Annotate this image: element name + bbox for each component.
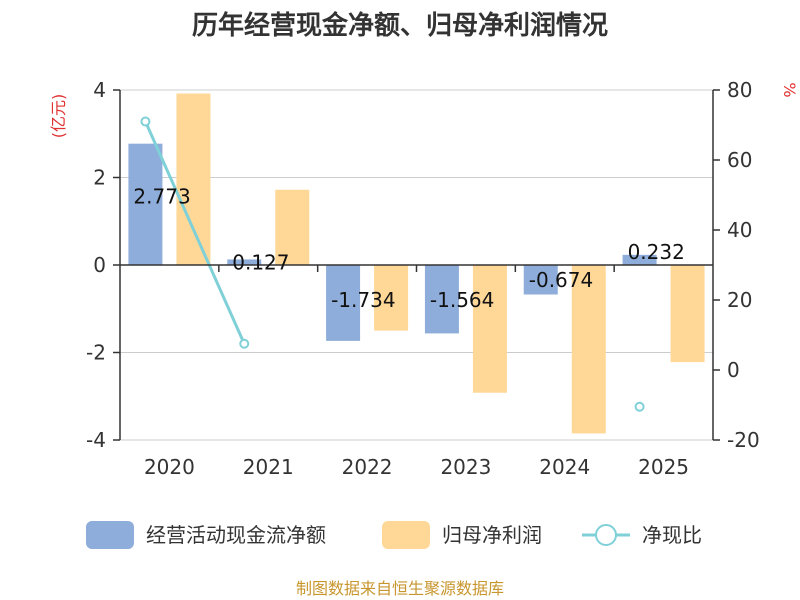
legend-label-ratio: 净现比 [642, 523, 702, 547]
cashflow-data-label: -1.734 [331, 288, 395, 312]
x-tick-label: 2023 [440, 455, 491, 479]
x-tick-label: 2022 [342, 455, 393, 479]
legend-label-cashflow: 经营活动现金流净额 [146, 523, 326, 547]
cashflow-bar [523, 265, 558, 295]
cashflow-bar [227, 259, 262, 265]
right-tick-label: -20 [727, 428, 760, 452]
net-profit-bar [275, 189, 310, 265]
right-tick-label: 20 [727, 288, 752, 312]
gridlines [120, 89, 713, 441]
ratio-point [239, 338, 250, 349]
right-tick-label: 60 [727, 148, 752, 172]
cashflow-data-label: 0.232 [628, 240, 685, 264]
legend-marker-ratio [595, 524, 617, 546]
ratio-line-segment [144, 120, 246, 345]
cashflow-bar [326, 265, 361, 341]
right-axis-unit: % [780, 82, 799, 97]
ratio-point [140, 116, 151, 127]
cashflow-bar [128, 143, 163, 265]
net-profit-bar [670, 265, 705, 363]
left-tick-label: 0 [93, 253, 106, 277]
right-tick-label: 40 [727, 218, 752, 242]
source-note: 制图数据来自恒生聚源数据库 [296, 579, 504, 598]
legend-swatch-net-profit [382, 521, 430, 549]
bars [128, 93, 705, 434]
data-labels: 2.773 0.127 -1.734 -1.564 -0.674 0.232 [133, 185, 684, 312]
cashflow-bar [424, 265, 459, 334]
x-tick-label: 2020 [144, 455, 195, 479]
legend: 经营活动现金流净额 归母净利润 净现比 [86, 521, 702, 549]
x-tick-label: 2025 [638, 455, 689, 479]
net-profit-bar [374, 265, 409, 331]
ratio-line [140, 116, 645, 412]
right-tick-label: 0 [727, 358, 740, 382]
cashflow-data-label: 2.773 [133, 185, 190, 209]
net-profit-bar [571, 265, 606, 434]
chart-title: 历年经营现金净额、归母净利润情况 [192, 10, 608, 41]
cashflow-bar [622, 254, 657, 265]
ratio-point [634, 401, 645, 412]
right-tick-label: 80 [727, 78, 752, 102]
left-tick-label: -4 [86, 428, 106, 452]
cashflow-data-label: -1.564 [430, 288, 494, 312]
left-tick-label: -2 [86, 341, 106, 365]
cashflow-data-label: -0.674 [529, 268, 593, 292]
net-profit-bar [472, 265, 507, 393]
legend-swatch-cashflow [86, 521, 134, 549]
left-tick-label: 2 [93, 166, 106, 190]
left-axis-unit: (亿元) [49, 94, 68, 139]
legend-label-net-profit: 归母净利润 [442, 523, 542, 547]
x-tick-label: 2021 [243, 455, 294, 479]
x-tick-label: 2024 [539, 455, 590, 479]
left-tick-label: 4 [93, 78, 106, 102]
cashflow-data-label: 0.127 [232, 250, 289, 274]
net-profit-bar [176, 93, 211, 265]
